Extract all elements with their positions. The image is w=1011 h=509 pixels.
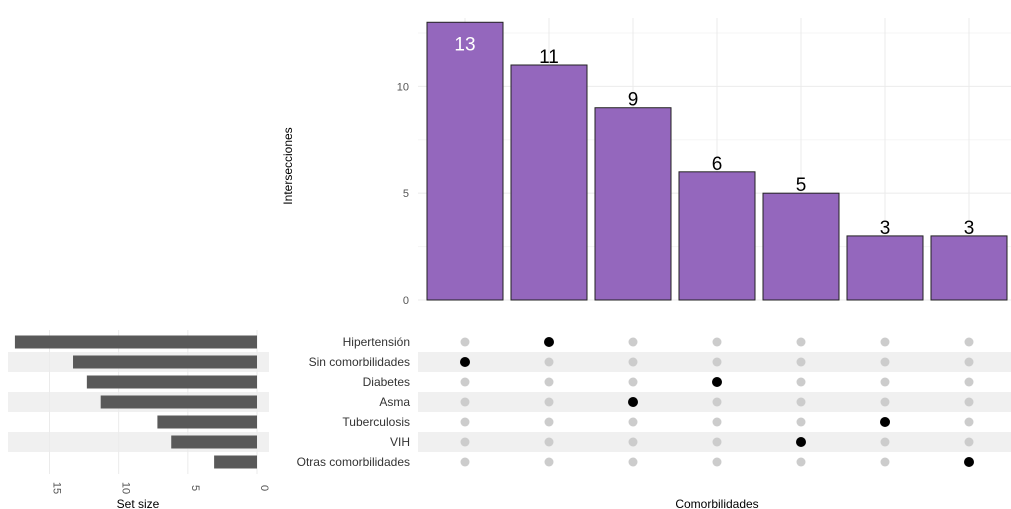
matrix-dot-inactive — [964, 417, 974, 427]
matrix-dot-inactive — [712, 397, 722, 407]
matrix-dot-inactive — [712, 357, 722, 367]
intersection-axis-title: Intersecciones — [281, 127, 295, 204]
matrix-dot-inactive — [796, 337, 806, 347]
set-name-label: Otras comorbilidades — [297, 455, 410, 469]
matrix-dot-inactive — [880, 457, 890, 467]
matrix-dot-inactive — [544, 357, 554, 367]
set-name-label: Diabetes — [363, 375, 410, 389]
matrix-dot-inactive — [460, 457, 470, 467]
matrix-dot-inactive — [964, 337, 974, 347]
set-size-tick-label: 10 — [120, 482, 132, 494]
matrix-dot-active — [544, 337, 554, 347]
matrix-dot-inactive — [712, 417, 722, 427]
set-size-tick-label: 15 — [51, 482, 63, 494]
matrix-dot-inactive — [544, 417, 554, 427]
set-size-tick-label: 5 — [189, 485, 201, 491]
intersection-bar-label: 3 — [964, 218, 975, 239]
matrix-dot-inactive — [880, 437, 890, 447]
matrix-dot-inactive — [796, 397, 806, 407]
intersection-bar — [426, 21, 504, 301]
matrix-axis-title: Comorbilidades — [675, 497, 758, 509]
intersection-bar-label: 6 — [712, 154, 723, 175]
matrix-dot-inactive — [460, 377, 470, 387]
y-tick-label: 5 — [403, 188, 409, 200]
matrix-dot-inactive — [880, 377, 890, 387]
set-size-bars — [14, 335, 258, 469]
matrix-dot-inactive — [628, 377, 638, 387]
set-size-ticks: 15 10 5 0 — [51, 482, 271, 494]
set-size-axis-title: Set size — [117, 497, 160, 509]
set-size-bar — [171, 435, 257, 449]
intersection-bar-label: 5 — [796, 175, 807, 196]
set-size-bar — [73, 355, 258, 369]
set-size-bar — [86, 375, 257, 389]
set-name-label: Tuberculosis — [342, 415, 410, 429]
intersection-bar-label: 11 — [539, 47, 559, 68]
matrix-dot-inactive — [628, 417, 638, 427]
matrix-dot-inactive — [964, 437, 974, 447]
matrix-dot-active — [628, 397, 638, 407]
matrix-dots — [460, 337, 974, 467]
matrix-dot-active — [880, 417, 890, 427]
set-size-bar — [100, 395, 257, 409]
intersection-bar — [594, 107, 672, 301]
set-name-label: Hipertensión — [343, 335, 410, 349]
matrix-dot-inactive — [460, 397, 470, 407]
matrix-dot-inactive — [544, 397, 554, 407]
matrix-dot-inactive — [712, 457, 722, 467]
y-tick-label: 0 — [403, 295, 409, 307]
matrix-dot-inactive — [460, 417, 470, 427]
intersection-y-ticks: 0 5 10 — [397, 81, 409, 307]
matrix-dot-inactive — [460, 337, 470, 347]
set-size-bar — [157, 415, 257, 429]
matrix-dot-inactive — [628, 437, 638, 447]
intersection-bars — [426, 21, 1008, 301]
set-size-tick-label: 0 — [258, 485, 270, 491]
matrix-dot-active — [796, 437, 806, 447]
matrix-dot-inactive — [712, 437, 722, 447]
matrix-dot-inactive — [628, 337, 638, 347]
set-name-label: Asma — [379, 395, 410, 409]
matrix-dot-inactive — [880, 397, 890, 407]
matrix-dot-inactive — [712, 337, 722, 347]
matrix-dot-inactive — [460, 437, 470, 447]
set-size-bar — [214, 455, 257, 469]
matrix-dot-inactive — [544, 377, 554, 387]
intersection-bar — [678, 171, 756, 301]
set-size-bar — [14, 335, 257, 349]
matrix-dot-active — [460, 357, 470, 367]
matrix-dot-inactive — [880, 357, 890, 367]
intersection-bar — [510, 64, 588, 301]
matrix-dot-inactive — [796, 417, 806, 427]
intersection-bar-label: 13 — [454, 34, 475, 55]
intersection-bar — [930, 235, 1008, 301]
matrix-dot-active — [712, 377, 722, 387]
matrix-dot-inactive — [628, 457, 638, 467]
matrix-dot-inactive — [796, 377, 806, 387]
intersection-bar-labels: 13 11 9 6 5 3 3 — [454, 34, 974, 239]
y-tick-label: 10 — [397, 81, 409, 93]
intersection-bar — [762, 192, 840, 301]
set-name-labels: Hipertensión Sin comorbilidades Diabetes As… — [297, 335, 411, 469]
set-name-label: VIH — [390, 435, 410, 449]
matrix-dot-inactive — [964, 377, 974, 387]
matrix-dot-inactive — [964, 357, 974, 367]
intersection-bar — [846, 235, 924, 301]
matrix-dot-active — [964, 457, 974, 467]
intersection-bar-label: 9 — [628, 90, 639, 111]
matrix-dot-inactive — [964, 397, 974, 407]
matrix-dot-inactive — [628, 357, 638, 367]
intersection-bar-label: 3 — [880, 218, 891, 239]
matrix-dot-inactive — [544, 437, 554, 447]
matrix-dot-inactive — [880, 337, 890, 347]
matrix-dot-inactive — [796, 357, 806, 367]
matrix-dot-inactive — [544, 457, 554, 467]
set-name-label: Sin comorbilidades — [309, 355, 410, 369]
matrix-dot-inactive — [796, 457, 806, 467]
